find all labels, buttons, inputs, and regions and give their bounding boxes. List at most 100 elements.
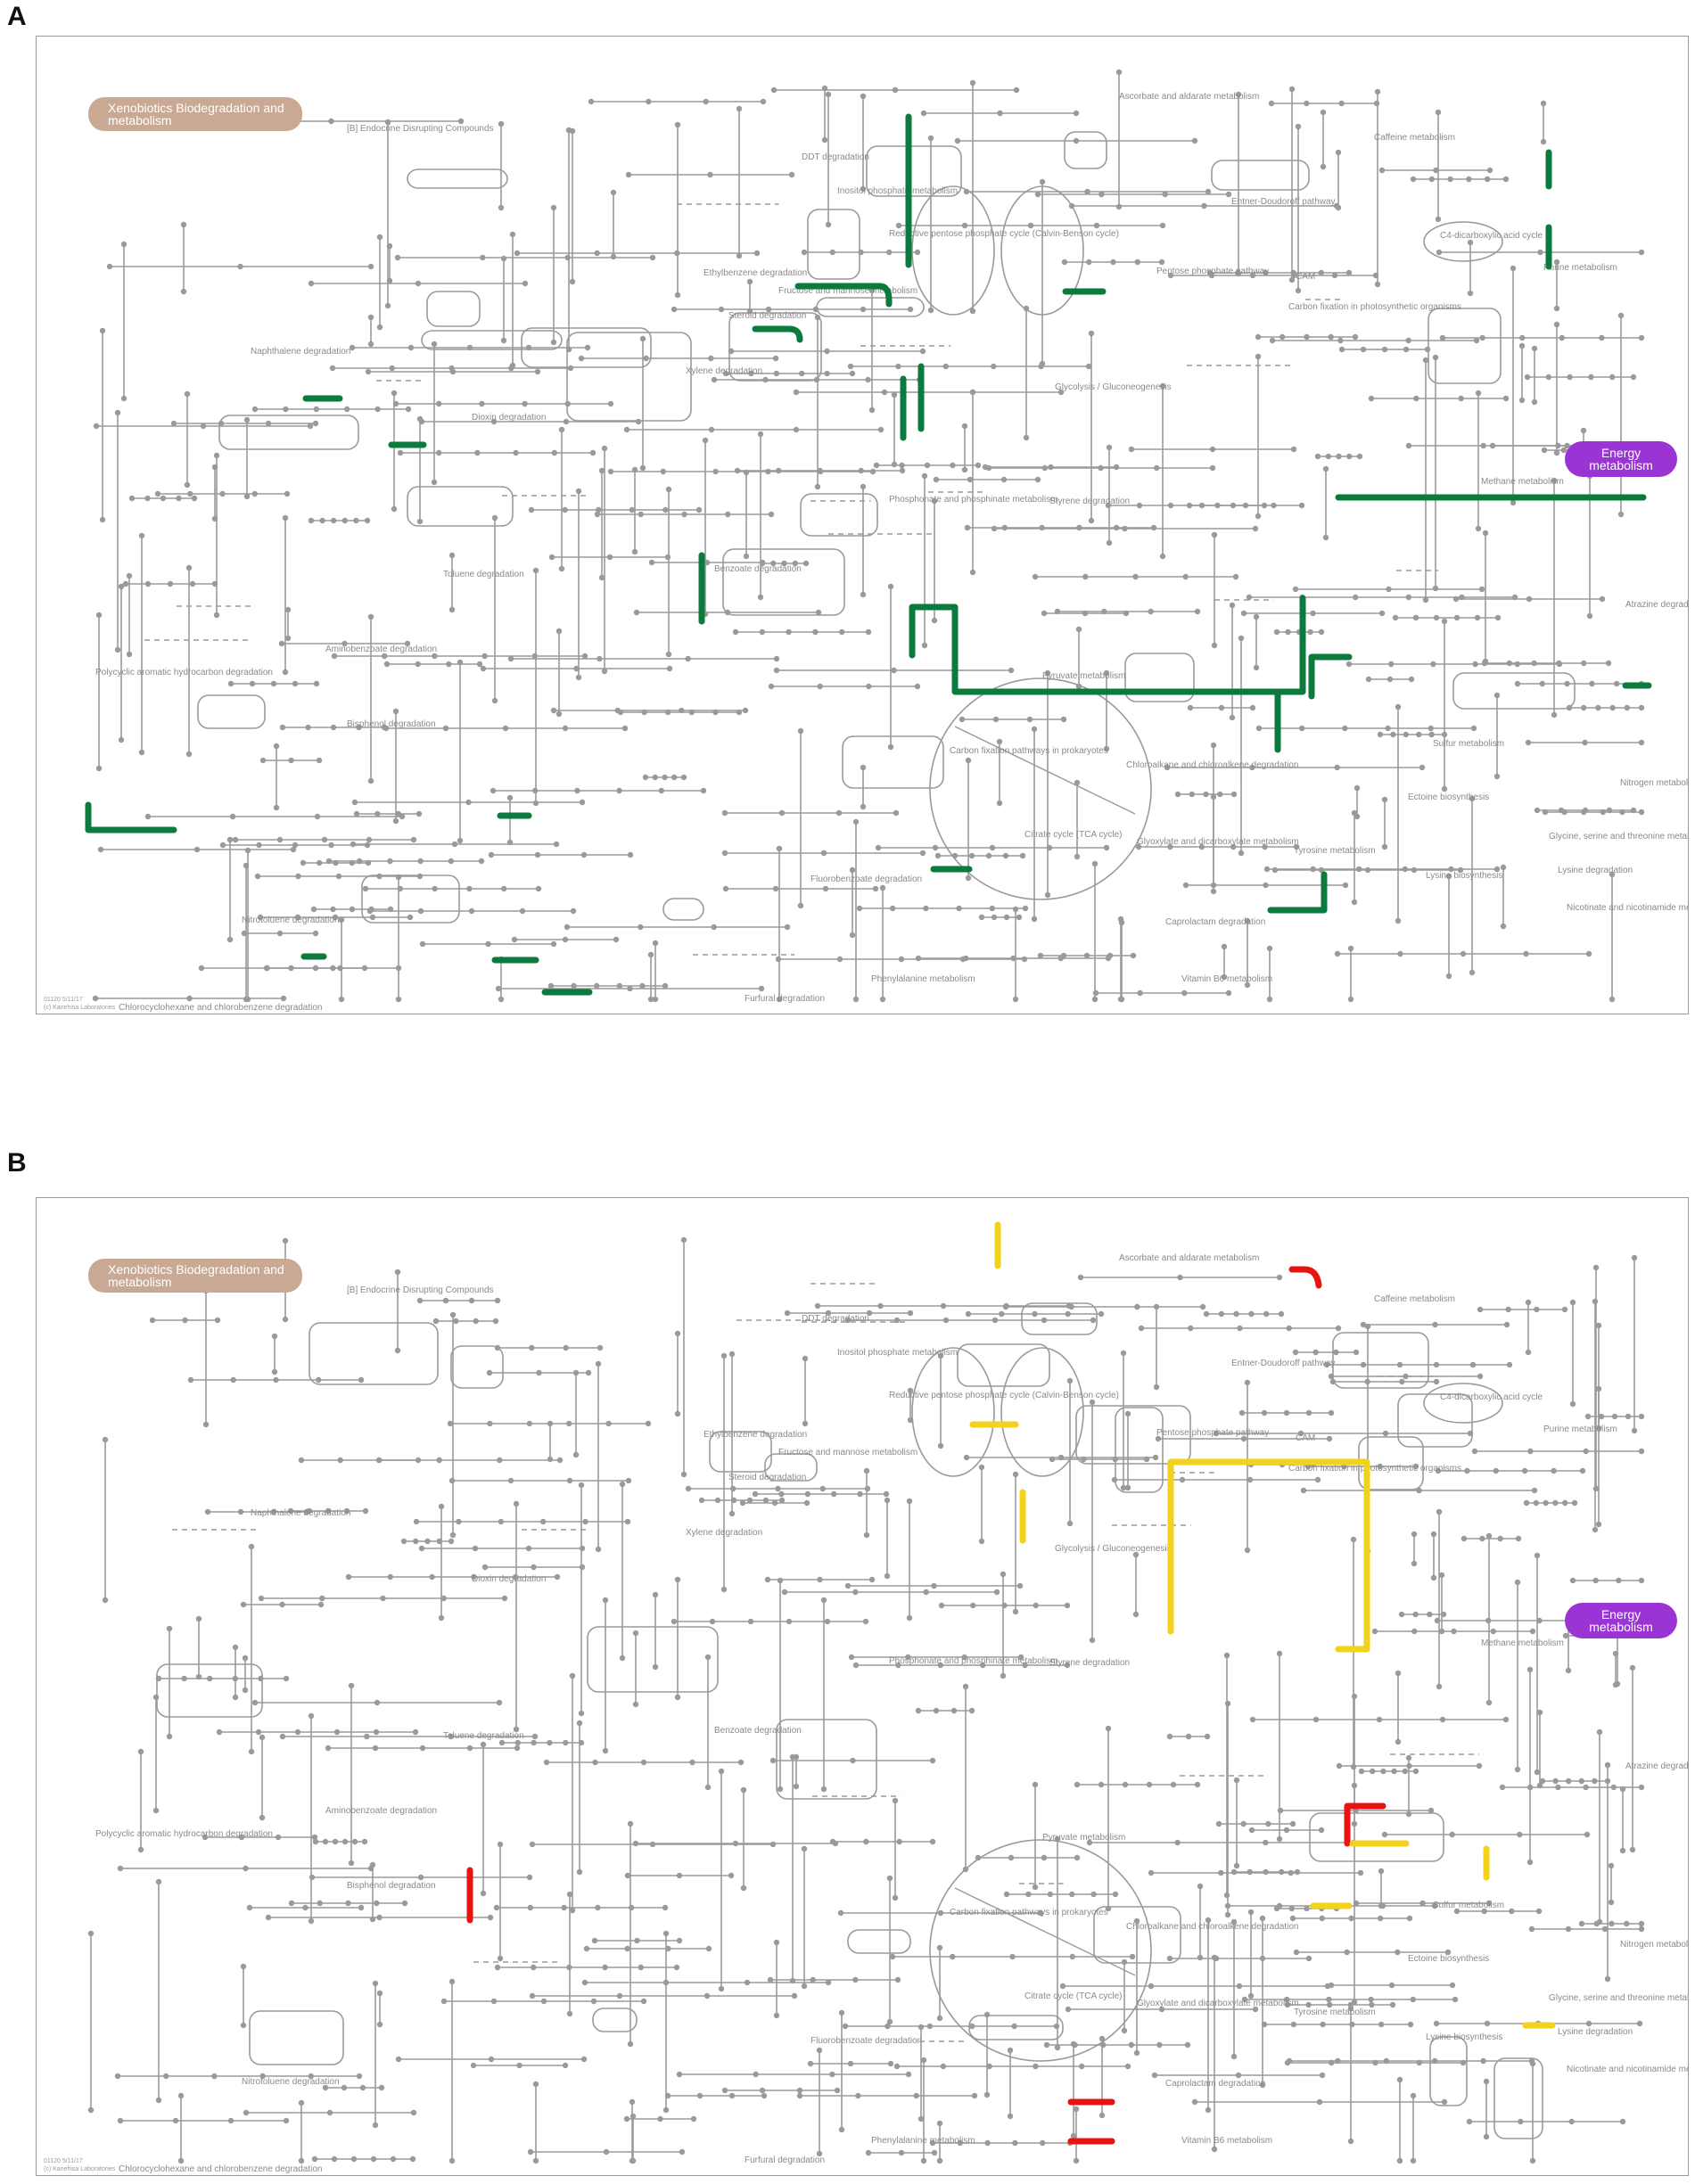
compound-node (500, 337, 507, 344)
compound-node (328, 842, 334, 849)
compound-node (392, 708, 399, 715)
compound-node (597, 655, 603, 662)
compound-node (1407, 2021, 1414, 2028)
compound-node (251, 490, 258, 497)
compound-node (705, 1945, 712, 1952)
compound-node (786, 1618, 793, 1625)
compound-node (883, 1490, 890, 1498)
pathway-label: Nitrotoluene degradation (242, 2077, 340, 2087)
compound-node (786, 628, 792, 636)
compound-node (926, 2023, 933, 2030)
compound-node (634, 1937, 640, 1944)
compound-node (711, 376, 718, 383)
compound-node (1279, 333, 1286, 341)
compound-node (1452, 1996, 1459, 2003)
compound-node (1519, 334, 1526, 341)
compound-node (1433, 2020, 1440, 2027)
compound-node (532, 567, 539, 574)
compound-node (1485, 1900, 1493, 1907)
compound-node (498, 120, 505, 127)
compound-node (907, 1387, 914, 1394)
compound-node (1283, 1409, 1290, 1416)
xenobiotics-category-tag[interactable]: Xenobiotics Biodegradation and metabolis… (88, 1259, 302, 1293)
compound-node (176, 495, 182, 502)
compound-node (825, 1979, 832, 1986)
compound-node (314, 813, 321, 820)
compound-node (325, 1745, 332, 1752)
compound-node (529, 1992, 536, 1999)
compound-node (671, 1618, 678, 1625)
compound-node (366, 836, 373, 843)
compound-node (924, 462, 931, 469)
compound-node (1534, 807, 1541, 814)
compound-node (997, 110, 1003, 117)
compound-node (1318, 1827, 1325, 1834)
compound-node (860, 803, 867, 810)
pathway-label: Citrate cycle (TCA cycle) (1024, 1991, 1122, 2001)
compound-node (1565, 1925, 1572, 1933)
compound-node (814, 483, 821, 490)
compound-node (564, 924, 571, 931)
compound-node (722, 370, 729, 377)
compound-node (99, 516, 106, 523)
compound-node (365, 368, 372, 375)
compound-node (1395, 917, 1402, 924)
compound-node (759, 2087, 766, 2094)
energy-category-tag[interactable]: Energy metabolism (1565, 1603, 1677, 1638)
tca-chord (954, 726, 1136, 815)
compound-node (718, 1985, 725, 1992)
compound-node (1584, 1831, 1591, 1838)
compound-node (361, 965, 368, 972)
compound-node (491, 514, 498, 521)
pathway-loop (1332, 1332, 1429, 1389)
compound-node (721, 2087, 728, 2094)
compound-node (720, 1586, 728, 1593)
compound-node (1609, 704, 1616, 711)
compound-node (747, 1618, 754, 1625)
compound-node (1345, 269, 1353, 276)
compound-node (961, 1654, 967, 1661)
compound-node (576, 1720, 583, 1727)
compound-node (1372, 2059, 1378, 2066)
compound-node (1041, 1854, 1048, 1861)
compound-node (1043, 2041, 1050, 2049)
compound-node (601, 445, 608, 452)
compound-node (760, 98, 767, 105)
compound-node (961, 423, 968, 430)
xenobiotics-category-tag[interactable]: Xenobiotics Biodegradation and metabolis… (88, 97, 302, 131)
compound-node (1298, 502, 1305, 509)
compound-node (1213, 1430, 1220, 1437)
compound-node (1203, 1310, 1210, 1318)
compound-node (889, 1953, 896, 1960)
compound-node (1523, 950, 1529, 957)
compound-node (603, 2148, 610, 2155)
compound-node (1629, 1664, 1636, 1671)
compound-node (970, 1602, 976, 1609)
compound-node (376, 1990, 383, 1997)
compound-node (1003, 914, 1010, 921)
compound-node (1599, 595, 1606, 603)
energy-category-tag[interactable]: Energy metabolism (1565, 441, 1677, 477)
compound-node (993, 1589, 1000, 1596)
compound-node (907, 1310, 914, 1317)
compound-node (940, 1302, 947, 1310)
compound-node (1224, 1700, 1231, 1707)
compound-node (860, 483, 867, 490)
compound-node (1441, 618, 1448, 625)
compound-node (540, 1998, 547, 2005)
compound-node (283, 1675, 290, 1682)
compound-node (1288, 86, 1296, 93)
compound-node (919, 850, 926, 857)
compound-node (711, 924, 717, 931)
compound-node (1098, 2112, 1106, 2119)
compound-node (1592, 1778, 1598, 1785)
compound-node (1012, 1608, 1019, 1615)
compound-node (1592, 1298, 1599, 1305)
compound-node (1624, 704, 1631, 711)
compound-node (665, 651, 672, 658)
compound-node (1638, 1920, 1645, 1927)
compound-node (487, 1914, 494, 1921)
compound-node (1586, 612, 1593, 620)
compound-node (1210, 888, 1217, 895)
compound-node (367, 341, 374, 348)
